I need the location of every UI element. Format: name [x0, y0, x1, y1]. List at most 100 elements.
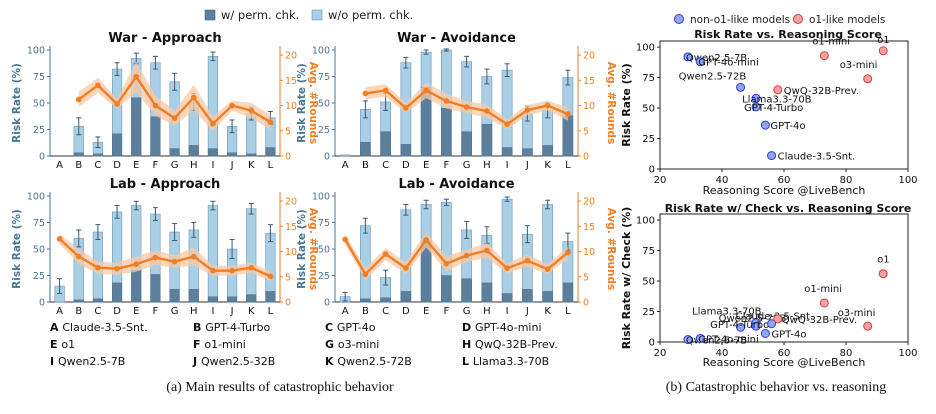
- x-tick-label: G: [171, 306, 179, 317]
- right-tick-label: 0: [583, 152, 589, 163]
- x-tick-label: I: [506, 306, 509, 317]
- bar-with-check: [481, 282, 493, 303]
- y-tick-label: 25: [642, 134, 655, 145]
- bar-with-check: [265, 291, 276, 303]
- right-axis-label: Avg. #Rounds: [605, 208, 617, 291]
- point-label: GPT-4-Turbo: [710, 320, 769, 331]
- model-key-entry: E o1: [50, 338, 75, 351]
- model-key-letter: F: [193, 338, 204, 351]
- left-tick-label: 75: [33, 218, 45, 229]
- y-tick-label: 0: [649, 165, 655, 176]
- y-axis-label: Risk Rate (%): [620, 63, 633, 146]
- point-label: GPT-4-Turbo: [744, 103, 803, 114]
- x-tick-label: H: [483, 160, 491, 171]
- model-key-letter: I: [50, 355, 58, 368]
- point-non-o1: [767, 319, 777, 329]
- rounds-point: [484, 247, 490, 254]
- rounds-point: [95, 82, 101, 89]
- point-label: Llama3.3-70B: [692, 306, 762, 317]
- rounds-point: [210, 267, 216, 274]
- x-tick-label: A: [56, 306, 63, 317]
- rounds-point: [423, 87, 429, 94]
- legend-blue-label: non-o1-like models: [690, 14, 790, 26]
- bar-without-check: [400, 209, 412, 303]
- point-o1-like: [819, 298, 829, 308]
- legend-light-swatch: [311, 9, 323, 21]
- x-tick-label: A: [342, 160, 349, 171]
- legend-red-marker: [793, 14, 803, 24]
- bar-with-check: [265, 147, 276, 157]
- model-key-letter: H: [462, 338, 475, 351]
- model-key-name: o3-mini: [338, 338, 380, 351]
- right-tick-label: 5: [583, 126, 589, 137]
- point-label: QwQ-32B-Prev.: [784, 86, 859, 97]
- x-axis-label: Reasoning Score @LiveBench: [703, 356, 866, 369]
- rounds-point: [267, 119, 274, 125]
- panel-lab-approach: Lab - Approach 0 25 50 75 100 Risk Rate (%) 0 5 1…: [11, 177, 319, 317]
- model-key-letter: B: [193, 321, 205, 334]
- rounds-point: [56, 236, 63, 242]
- model-key-name: o1: [61, 338, 75, 351]
- model-key-name: GPT-4-Turbo: [205, 321, 270, 334]
- rounds-point: [133, 261, 140, 267]
- left-tick-label: 0: [39, 152, 45, 163]
- point-label: o1-mini: [804, 284, 842, 295]
- y-tick-label: 0: [649, 338, 655, 349]
- rounds-point: [504, 121, 510, 127]
- point-o1-like: [819, 51, 829, 61]
- bar-with-check: [380, 131, 391, 157]
- point-o1-like: [773, 314, 783, 324]
- left-tick-label: 50: [33, 245, 45, 256]
- point-label: Llama3.3-70B: [742, 94, 812, 105]
- x-tick-label: 100: [898, 348, 917, 359]
- point-label: o1-mini: [812, 37, 850, 48]
- x-tick-label: 60: [778, 348, 791, 359]
- left-tick-label: 25: [33, 271, 45, 282]
- left-tick-label: 75: [318, 218, 330, 229]
- x-tick-label: K: [544, 306, 551, 317]
- model-key-name: Qwen2.5-32B: [201, 355, 275, 368]
- right-tick-label: 15: [285, 222, 297, 233]
- model-key-entry: F o1-mini: [193, 338, 246, 351]
- point-non-o1: [751, 93, 761, 103]
- bar-with-check: [150, 274, 161, 303]
- rounds-point: [190, 94, 197, 101]
- point-label: Qwen2.5-7B: [686, 53, 747, 64]
- panel-title: War - Approach: [108, 31, 221, 46]
- rounds-point: [443, 260, 450, 267]
- bar-with-check: [441, 275, 452, 303]
- model-key-entry: I Qwen2.5-7B: [50, 355, 125, 368]
- x-tick-label: F: [443, 160, 449, 171]
- x-tick-label: 40: [716, 348, 729, 359]
- x-tick-label: H: [190, 306, 198, 317]
- point-label: o3-mini: [840, 60, 878, 71]
- x-tick-label: A: [56, 160, 63, 171]
- left-tick-label: 0: [324, 298, 330, 309]
- x-tick-label: H: [483, 306, 491, 317]
- x-tick-label: 80: [840, 348, 853, 359]
- left-tick-label: 75: [318, 72, 330, 83]
- rounds-point: [171, 258, 178, 265]
- bar-with-check: [481, 123, 493, 157]
- bar-with-check: [562, 282, 574, 303]
- left-axis-label: Risk Rate (%): [11, 63, 23, 143]
- rounds-point: [342, 236, 348, 243]
- x-tick-label: E: [133, 160, 139, 171]
- right-tick-label: 0: [285, 152, 291, 163]
- panel-war-avoidance: War - Avoidance 0 25 50 75 100 Risk Rate (%) 0 5…: [296, 31, 617, 171]
- model-key-letter: G: [325, 338, 338, 351]
- bar-with-check: [112, 133, 123, 157]
- right-tick-label: 20: [583, 197, 595, 208]
- bar-with-check: [246, 153, 257, 157]
- bar-without-check: [207, 205, 219, 303]
- bar-with-check: [131, 97, 142, 157]
- bar-with-check: [542, 145, 553, 157]
- rounds-point: [403, 265, 409, 271]
- legend-light-label: w/o perm. chk.: [328, 8, 413, 22]
- rounds-point: [565, 111, 571, 117]
- scatter-title: Risk Rate w/ Check vs. Reasoning Score: [665, 202, 912, 215]
- point-o1-like: [863, 74, 873, 84]
- bar-with-check: [207, 148, 218, 157]
- x-tick-label: 20: [654, 175, 667, 186]
